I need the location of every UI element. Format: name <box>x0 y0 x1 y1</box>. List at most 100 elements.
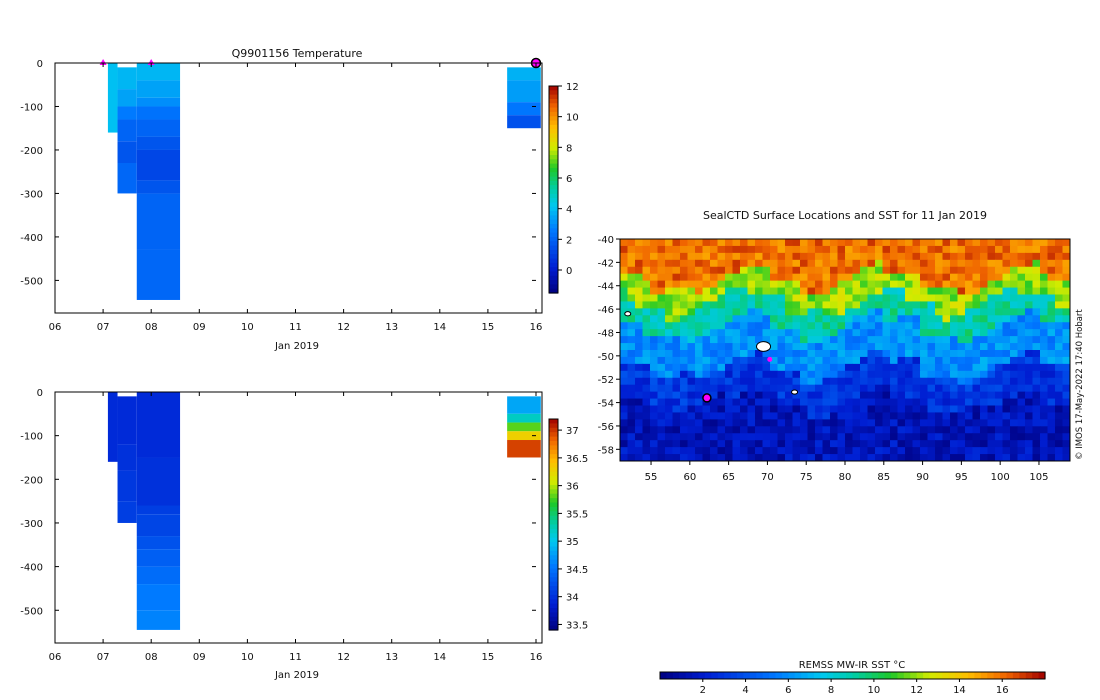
sst-pixel <box>1002 294 1011 303</box>
sst-pixel <box>995 391 1004 400</box>
sst-pixel <box>897 377 906 386</box>
sst-pixel <box>792 440 801 448</box>
sst-pixel <box>972 294 981 303</box>
sst-pixel <box>957 266 966 275</box>
sst-pixel <box>732 363 741 372</box>
sst-pixel <box>920 287 929 296</box>
sst-pixel <box>1010 252 1019 261</box>
sst-colorbar-segment <box>1032 672 1040 679</box>
sst-pixel <box>815 377 824 386</box>
sst-pixel <box>980 350 989 358</box>
sst-pixel <box>860 412 869 420</box>
sst-pixel <box>717 252 726 261</box>
sst-pixel <box>965 287 974 296</box>
sst-pixel <box>1032 259 1041 268</box>
sst-pixel <box>845 287 854 296</box>
sst-pixel <box>725 329 734 337</box>
sst-pixel <box>822 266 831 275</box>
x-tick-label: 09 <box>193 322 206 333</box>
sst-pixel <box>1040 239 1049 247</box>
sst-pixel <box>777 301 786 309</box>
sst-pixel <box>635 356 644 365</box>
sst-pixel <box>1002 315 1011 323</box>
sst-pixel <box>1017 266 1026 275</box>
sst-pixel <box>807 426 816 434</box>
sst-colorbar-segment <box>814 672 822 679</box>
sst-pixel <box>875 419 884 427</box>
sst-pixel <box>620 343 629 351</box>
sst-pixel <box>1025 440 1034 448</box>
colorbar-segment <box>549 550 558 556</box>
sst-pixel <box>1032 356 1041 365</box>
sst-pixel <box>935 412 944 420</box>
sst-pixel <box>657 412 666 420</box>
sst-colorbar-segment <box>1006 672 1014 679</box>
sst-colorbar-segment <box>679 672 687 679</box>
sst-pixel <box>687 356 696 365</box>
sst-pixel <box>777 377 786 386</box>
sst-pixel <box>912 454 921 461</box>
sst-pixel <box>672 419 681 427</box>
sst-pixel <box>657 391 666 400</box>
map-y-tick-label: -58 <box>598 445 614 456</box>
sst-pixel <box>747 377 756 386</box>
sst-pixel <box>867 370 876 379</box>
sst-pixel <box>957 447 966 455</box>
sst-pixel <box>905 239 914 247</box>
sst-pixel <box>747 273 756 282</box>
sst-pixel <box>980 336 989 344</box>
sst-pixel <box>777 273 786 282</box>
sst-pixel <box>627 336 636 344</box>
sst-pixel <box>875 343 884 351</box>
sst-pixel <box>942 433 951 441</box>
sst-pixel <box>747 280 756 289</box>
sst-pixel <box>995 454 1004 461</box>
sst-pixel <box>747 454 756 461</box>
colorbar-segment <box>549 555 558 561</box>
sst-colorbar-tick-label: 16 <box>996 685 1009 696</box>
sst-pixel <box>912 315 921 323</box>
sst-pixel <box>665 245 674 254</box>
sst-pixel <box>740 252 749 261</box>
sst-pixel <box>680 308 689 316</box>
sst-pixel <box>1025 447 1034 455</box>
sst-pixel <box>972 447 981 455</box>
salinity-x-ticks: 06 07 08 09 10 11 12 13 14 15 16 <box>49 392 542 663</box>
sst-pixel <box>710 370 719 379</box>
sst-pixel <box>852 239 861 247</box>
sst-pixel <box>987 259 996 268</box>
sst-pixel <box>860 391 869 400</box>
sst-pixel <box>755 370 764 379</box>
sst-pixel <box>650 308 659 316</box>
sst-pixel <box>1002 273 1011 282</box>
sst-pixel <box>755 239 764 247</box>
sst-pixel <box>620 245 629 254</box>
sst-pixel <box>717 447 726 455</box>
sst-pixel <box>1010 287 1019 296</box>
sst-pixel <box>852 280 861 289</box>
sst-pixel <box>972 245 981 254</box>
sst-pixel <box>980 287 989 296</box>
sst-pixel <box>1010 370 1019 379</box>
sst-pixel <box>927 259 936 268</box>
sst-pixel <box>1025 266 1034 275</box>
sst-pixel <box>965 252 974 261</box>
sst-pixel <box>695 308 704 316</box>
sst-pixel <box>815 245 824 254</box>
sst-pixel <box>965 245 974 254</box>
sst-pixel <box>740 433 749 441</box>
colorbar-segment <box>549 111 558 117</box>
profile-cell <box>136 136 181 150</box>
sst-pixel <box>657 252 666 261</box>
sst-pixel <box>957 308 966 316</box>
sst-pixel <box>965 412 974 420</box>
colorbar-segment <box>549 493 558 499</box>
sst-pixel <box>927 287 936 296</box>
sst-colorbar-segment <box>987 672 995 679</box>
sst-pixel <box>687 336 696 344</box>
sst-pixel <box>995 336 1004 344</box>
sst-pixel <box>650 398 659 407</box>
sst-pixel <box>1025 252 1034 261</box>
sst-pixel <box>665 287 674 296</box>
sst-pixel <box>920 322 929 330</box>
